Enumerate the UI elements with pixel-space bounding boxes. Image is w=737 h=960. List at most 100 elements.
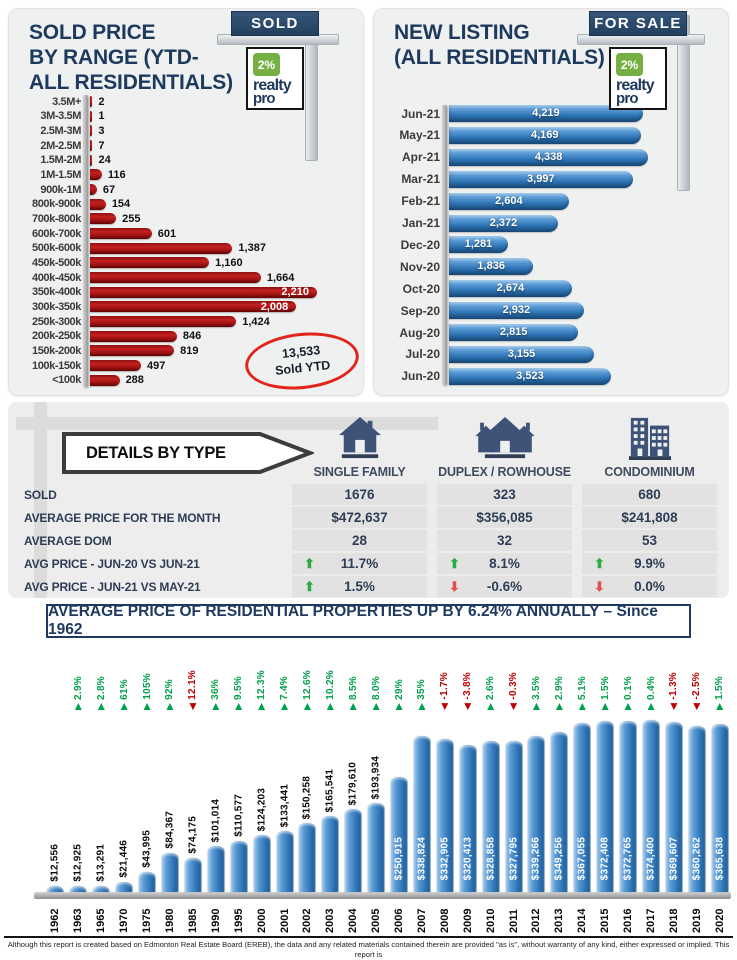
- history-bar-column: -0.3% ▼ $327,795 2011: [502, 646, 525, 933]
- bar-value-label: $101,014: [210, 798, 222, 842]
- bar-value-label: 2,008: [260, 300, 289, 313]
- sold-bar-row: 300k-350k 2,008: [19, 300, 357, 313]
- sold-chart-title: SOLD PRICE BY RANGE (YTD- ALL RESIDENTIA…: [29, 21, 233, 94]
- year-label: 2005: [370, 908, 383, 933]
- post-decoration-horizontal: [16, 417, 438, 430]
- history-bar-column: $12,556 1962: [44, 646, 67, 933]
- column-header-condominium: CONDOMINIUM: [604, 465, 695, 479]
- year-label: 2019: [690, 908, 703, 933]
- bar: 2,932: [449, 302, 584, 320]
- pct-change-label: 1.5%: [599, 676, 611, 700]
- category-label: 3M-3.5M: [40, 110, 81, 123]
- year-label: 2008: [438, 908, 451, 933]
- up-triangle-icon: ▲: [209, 699, 222, 713]
- history-bar-column: 1.5% ▲ $365,638 2020: [708, 646, 731, 933]
- category-label: Nov-20: [399, 259, 440, 274]
- year-label: 1995: [232, 908, 245, 933]
- bar: [90, 345, 175, 357]
- up-triangle-icon: ▲: [301, 699, 314, 713]
- bar: [90, 242, 233, 254]
- table-row-label: AVERAGE DOM: [24, 533, 112, 548]
- bar: [573, 723, 591, 892]
- sold-bar-row: 450k-500k 1,160: [19, 256, 357, 269]
- bar: [459, 745, 477, 892]
- year-label: 2003: [324, 908, 337, 933]
- condominium-icon: [582, 408, 717, 460]
- history-bar-column: 29% ▲ $250,915 2006: [388, 646, 411, 933]
- bar: [161, 853, 179, 892]
- down-triangle-icon: ▼: [186, 699, 199, 713]
- up-triangle-icon: ▲: [530, 699, 543, 713]
- history-bar-column: -2.5% ▼ $360,262 2019: [685, 646, 708, 933]
- bar-value-label: $133,441: [279, 783, 291, 827]
- bar: [90, 360, 142, 372]
- bar-value-label: $349,256: [553, 836, 565, 880]
- table-cell: ⬇ -0.6%: [437, 576, 572, 597]
- category-label: 2M-2.5M: [40, 139, 81, 152]
- details-by-type-tag: DETAILS BY TYPE: [62, 432, 316, 474]
- bar-value-label: $374,400: [645, 836, 657, 880]
- bar-value-label: $369,607: [668, 836, 680, 880]
- bar: 2,674: [449, 280, 572, 298]
- bar-value-label: $332,905: [439, 836, 451, 880]
- table-cell-value: $241,808: [621, 510, 678, 525]
- category-label: May-21: [399, 128, 440, 143]
- bar-value-label: $21,446: [118, 840, 130, 878]
- bar: 4,219: [449, 105, 643, 122]
- year-label: 1963: [72, 908, 85, 933]
- pct-change-label: 7.4%: [279, 676, 291, 700]
- category-label: Jun-21: [401, 106, 440, 121]
- bar: [596, 721, 614, 892]
- down-triangle-icon: ▼: [667, 699, 680, 713]
- logo-name: realty pro: [253, 77, 292, 108]
- bar-value-label: $367,055: [576, 836, 588, 880]
- bar-value-label: $179,610: [347, 761, 359, 805]
- year-label: 2007: [415, 908, 428, 933]
- table-row-label: AVERAGE PRICE FOR THE MONTH: [24, 510, 221, 525]
- sold-bar-row: 900k-1M 67: [19, 183, 357, 196]
- history-bar-column: 12.3% ▲ $124,203 2000: [250, 646, 273, 933]
- up-triangle-icon: ▲: [645, 699, 657, 713]
- up-triangle-icon: ▲: [370, 699, 383, 713]
- pct-change-label: 2.9%: [553, 676, 565, 700]
- bar: [90, 125, 93, 137]
- bar: 4,169: [449, 126, 641, 144]
- up-triangle-icon: ▲: [347, 699, 360, 713]
- bar-value-label: 24: [98, 154, 111, 167]
- table-row-label: SOLD: [24, 487, 57, 502]
- up-triangle-icon: ▲: [622, 699, 635, 713]
- year-label: 2017: [645, 908, 658, 933]
- category-label: Jun-20: [401, 369, 440, 384]
- bar-value-label: $74,175: [187, 816, 199, 854]
- year-label: 2016: [622, 908, 635, 933]
- bar: [90, 140, 93, 152]
- column-header-single-family: SINGLE FAMILY: [313, 465, 406, 479]
- year-label: 2014: [576, 908, 589, 933]
- history-bar-column: -3.8% ▼ $320,413 2009: [456, 646, 479, 933]
- history-chart-baseline: [34, 892, 731, 899]
- history-bar-column: -1.7% ▼ $332,905 2008: [433, 646, 456, 933]
- bar: [207, 846, 225, 892]
- bar-value-label: $12,556: [49, 844, 61, 882]
- pct-change-label: -3.8%: [462, 672, 474, 700]
- pct-change-label: 12.1%: [187, 670, 199, 700]
- bar: [90, 110, 93, 122]
- table-cell-value: 323: [493, 487, 516, 502]
- down-triangle-icon: ▼: [461, 699, 474, 713]
- bar: [230, 841, 248, 892]
- bar: [711, 724, 729, 892]
- bar-value-label: 1,387: [238, 242, 266, 255]
- table-cell: ⬆ 8.1%: [437, 553, 572, 574]
- bar: 1,836: [449, 258, 534, 276]
- year-label: 2010: [484, 908, 497, 933]
- up-triangle-icon: ▲: [553, 699, 566, 713]
- bar-value-label: $84,367: [164, 811, 176, 849]
- bar: [184, 858, 202, 892]
- category-label: 300k-350k: [31, 300, 81, 313]
- table-cell: 323: [437, 484, 572, 505]
- pct-change-label: 61%: [118, 679, 130, 700]
- bar: [90, 169, 102, 181]
- listing-bar-row: Aug-20 2,815: [384, 324, 722, 342]
- bar-value-label: 819: [180, 344, 199, 357]
- category-label: 800k-900k: [31, 198, 81, 211]
